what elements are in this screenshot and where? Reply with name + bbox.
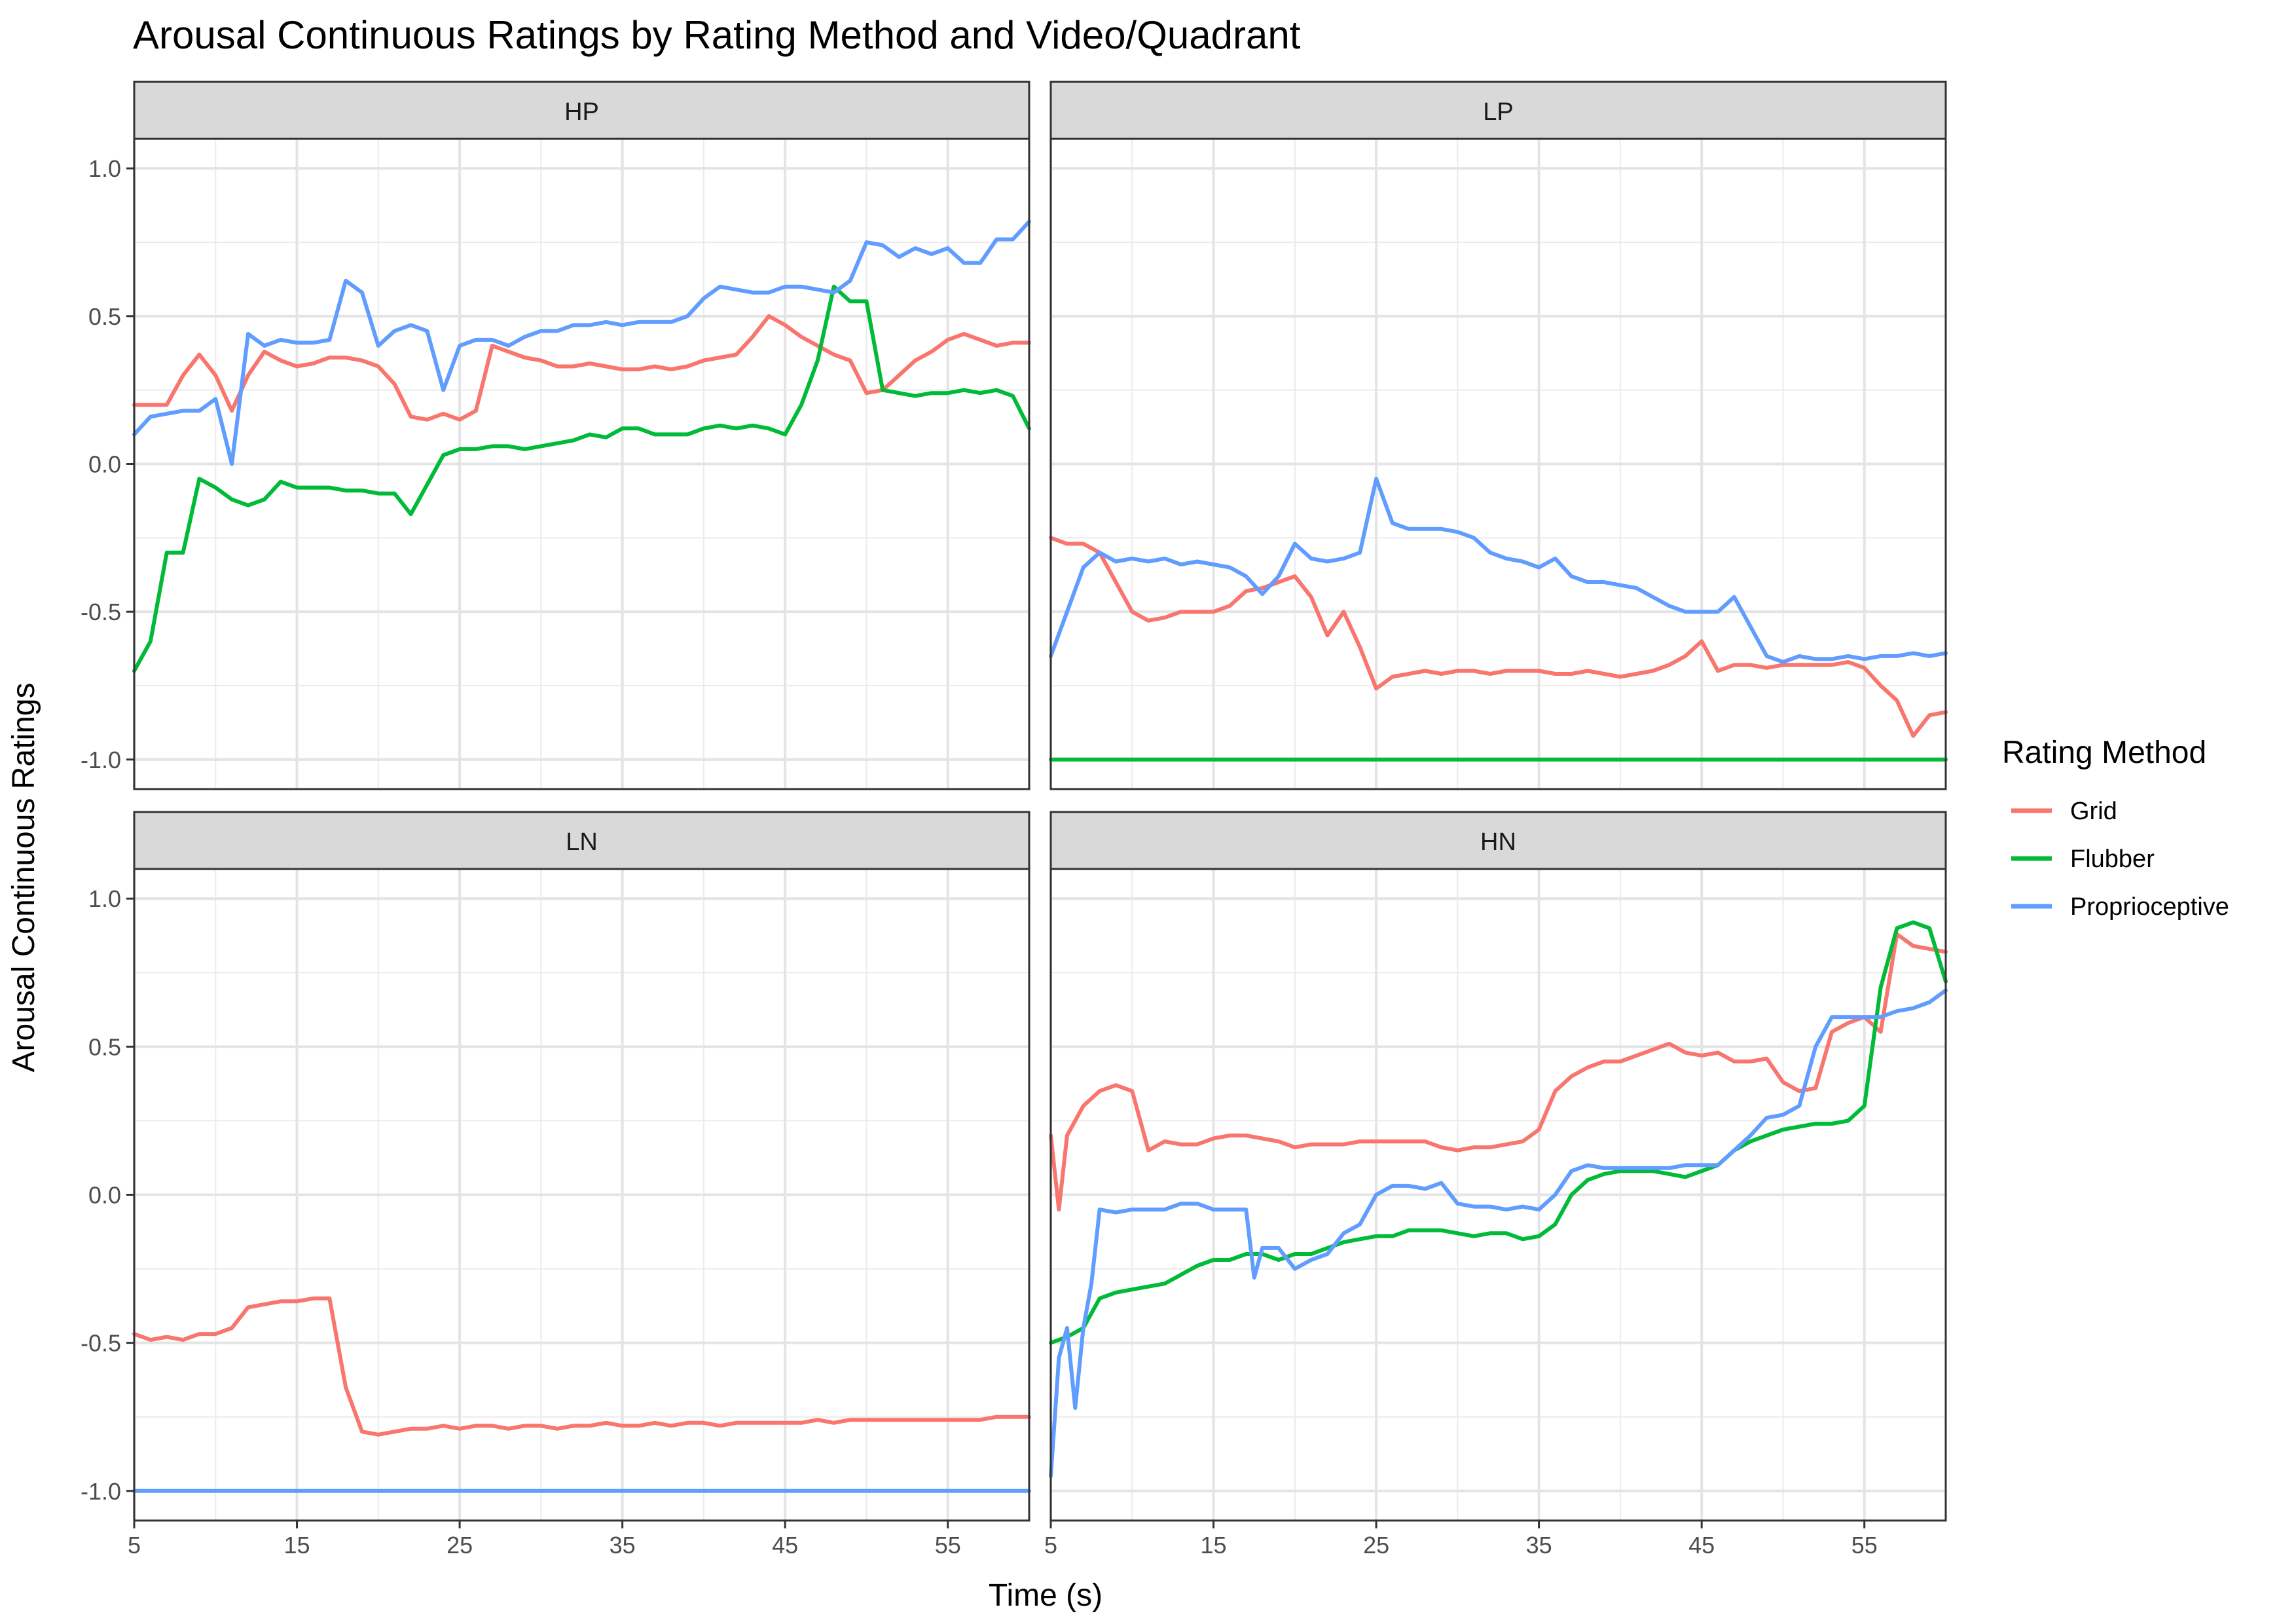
y-tick-label: -0.5 [81, 1330, 121, 1357]
x-tick-label: 45 [1688, 1532, 1715, 1559]
y-tick-label: 0.5 [88, 1033, 121, 1060]
series-line-flubber [1049, 920, 1948, 1345]
chart-title: Arousal Continuous Ratings by Rating Met… [133, 13, 1301, 57]
legend-label-grid: Grid [2070, 798, 2117, 825]
y-tick-label: 0.0 [88, 1182, 121, 1209]
panel-lp: LP [1049, 81, 1948, 790]
x-tick-label: 5 [128, 1532, 141, 1559]
series-line-grid [1049, 536, 1948, 738]
x-tick-label: 35 [610, 1532, 636, 1559]
series-line-grid [1049, 932, 1948, 1212]
facet-strip-label: HP [564, 98, 599, 126]
x-tick-label: 55 [1851, 1532, 1878, 1559]
facet-strip [133, 81, 1030, 140]
panel-border [1049, 868, 1947, 1522]
x-tick-label: 55 [935, 1532, 961, 1559]
series-line-grid [132, 314, 1031, 422]
legend-label-proprioceptive: Proprioceptive [2070, 893, 2229, 921]
y-tick-label: -1.0 [81, 1478, 121, 1505]
y-tick-label: 1.0 [88, 155, 121, 182]
y-tick-label: -1.0 [81, 747, 121, 773]
facet-strip [1049, 81, 1947, 140]
legend-title: Rating Method [2002, 735, 2206, 770]
facet-strip-label: LN [566, 828, 598, 856]
series-line-flubber [132, 284, 1031, 673]
series-line-grid [132, 1296, 1031, 1437]
x-tick-label: 25 [1363, 1532, 1389, 1559]
y-tick-label: 1.0 [88, 885, 121, 912]
facet-strip [1049, 811, 1947, 870]
facet-strip-label: LP [1483, 98, 1513, 126]
panel-ln: LN 1.0 0.5 0.0 -0.5 -1.0 5 15 25 35 45 55 [81, 811, 1031, 1559]
panel-border [1049, 138, 1947, 790]
panel-hn: HN 5 15 25 35 45 55 [1044, 811, 1948, 1559]
facet-strip [133, 811, 1030, 870]
legend-label-flubber: Flubber [2070, 845, 2155, 873]
y-tick-label: 0.0 [88, 451, 121, 478]
y-axis-title: Arousal Continuous Ratings [7, 682, 41, 1072]
x-tick-label: 5 [1044, 1532, 1057, 1559]
x-tick-label: 35 [1526, 1532, 1552, 1559]
x-tick-label: 45 [772, 1532, 798, 1559]
series-line-proprioceptive [132, 219, 1031, 466]
facet-strip-label: HN [1480, 828, 1516, 856]
facet-panels: HP 1.0 0.5 0.0 -0.5 -1.0 LP LN 1.0 0.5 0.0 -0.5 -1.0… [81, 81, 1948, 1559]
series-line-proprioceptive [1049, 988, 1948, 1479]
series-line-proprioceptive [1049, 477, 1948, 664]
y-tick-label: 0.5 [88, 303, 121, 330]
x-tick-label: 15 [1201, 1532, 1227, 1559]
x-tick-label: 25 [446, 1532, 473, 1559]
x-tick-label: 15 [284, 1532, 310, 1559]
legend: Rating Method Grid Flubber Proprioceptive [2002, 735, 2229, 921]
x-axis-title: Time (s) [989, 1578, 1102, 1613]
y-tick-label: -0.5 [81, 599, 121, 625]
panel-hp: HP 1.0 0.5 0.0 -0.5 -1.0 [81, 81, 1031, 790]
